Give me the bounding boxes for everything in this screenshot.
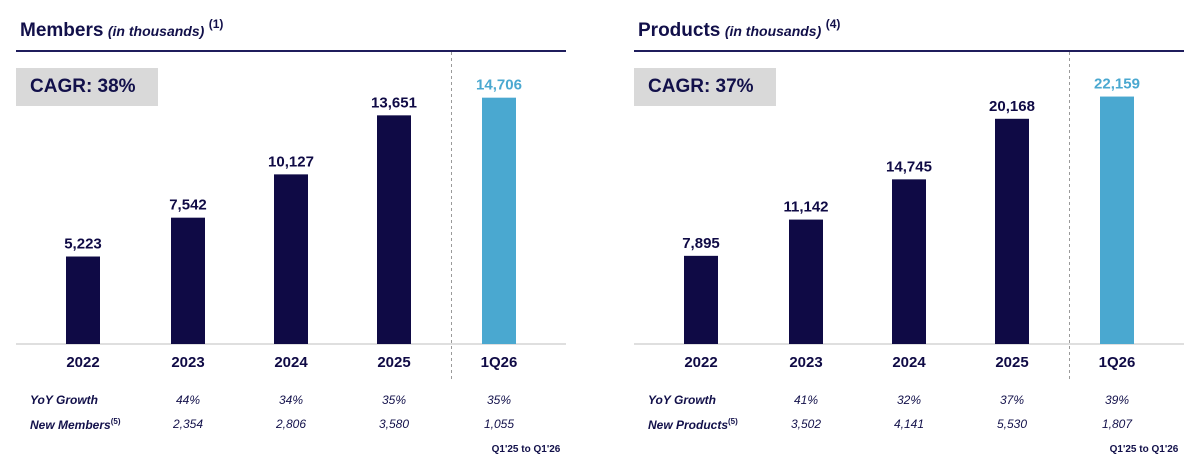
yoy-growth-value: 44% bbox=[175, 393, 201, 407]
data-label: 7,542 bbox=[169, 197, 207, 214]
x-tick-label: 2024 bbox=[274, 354, 308, 371]
x-tick-label: 1Q26 bbox=[481, 354, 518, 371]
data-label: 10,127 bbox=[268, 153, 314, 170]
yoy-growth-row: YoY Growth 44% 34% 35% 35% bbox=[16, 393, 566, 413]
bar bbox=[482, 97, 516, 344]
bar bbox=[171, 217, 205, 344]
data-label: 20,168 bbox=[989, 98, 1035, 115]
bar bbox=[684, 255, 718, 344]
yoy-growth-value: 35% bbox=[486, 393, 512, 407]
data-label: 11,142 bbox=[783, 199, 828, 216]
yoy-growth-value: 37% bbox=[999, 393, 1025, 407]
yoy-growth-value: 41% bbox=[793, 393, 819, 407]
new-products-value: 3,502 bbox=[790, 417, 822, 431]
bar bbox=[789, 219, 823, 344]
title-rule bbox=[634, 50, 1184, 52]
bar bbox=[274, 174, 308, 344]
new-members-value: 2,354 bbox=[172, 417, 204, 431]
members-title: Members (in thousands) (1) bbox=[20, 17, 224, 41]
new-products-label: New Products(5) bbox=[648, 417, 738, 432]
bar bbox=[995, 118, 1029, 344]
new-members-value: 1,055 bbox=[483, 417, 515, 431]
bar bbox=[892, 179, 926, 344]
cagr-badge: CAGR: 37% bbox=[634, 68, 776, 106]
cagr-badge: CAGR: 38% bbox=[16, 68, 158, 106]
data-label: 5,223 bbox=[64, 236, 102, 253]
yoy-growth-value: 34% bbox=[278, 393, 304, 407]
x-tick-label: 2023 bbox=[789, 354, 822, 371]
yoy-growth-label: YoY Growth bbox=[648, 393, 717, 407]
x-tick-label: 2022 bbox=[684, 354, 717, 371]
new-products-row: New Products(5) 3,502 4,141 5,530 1,807 bbox=[634, 417, 1184, 437]
x-tick-label: 2024 bbox=[892, 354, 926, 371]
x-tick-label: 2025 bbox=[377, 354, 410, 371]
members-panel: Members (in thousands) (1) 5,223 2022 7,54… bbox=[16, 0, 576, 476]
data-label: 22,159 bbox=[1094, 76, 1140, 93]
new-members-row: New Members(5) 2,354 2,806 3,580 1,055 bbox=[16, 417, 566, 437]
new-members-label: New Members(5) bbox=[30, 417, 121, 432]
x-tick-label: 2023 bbox=[171, 354, 204, 371]
products-title: Products (in thousands) (4) bbox=[638, 17, 841, 41]
members-bar-chart: 5,223 2022 7,542 2023 10,127 2024 13,651 2025 14… bbox=[16, 52, 566, 382]
bar bbox=[66, 256, 100, 344]
x-tick-label: 1Q26 bbox=[1099, 354, 1136, 371]
period-note: Q1'25 to Q1'26 bbox=[491, 444, 561, 455]
new-members-value: 2,806 bbox=[275, 417, 307, 431]
new-members-value: 3,580 bbox=[378, 417, 410, 431]
yoy-growth-value: 32% bbox=[896, 393, 922, 407]
new-products-value: 4,141 bbox=[893, 417, 925, 431]
x-tick-label: 2025 bbox=[995, 354, 1028, 371]
yoy-growth-label: YoY Growth bbox=[30, 393, 99, 407]
products-bar-chart: 7,895 2022 11,142 2023 14,745 2024 20,168 2025 2… bbox=[634, 52, 1184, 382]
new-products-value: 5,530 bbox=[996, 417, 1028, 431]
data-label: 14,706 bbox=[476, 77, 522, 94]
data-label: 13,651 bbox=[371, 94, 417, 111]
x-tick-label: 2022 bbox=[66, 354, 99, 371]
products-panel: Products (in thousands) (4) 7,895 2022 11,… bbox=[634, 0, 1194, 476]
period-note: Q1'25 to Q1'26 bbox=[1109, 444, 1179, 455]
yoy-growth-row: YoY Growth 41% 32% 37% 39% bbox=[634, 393, 1184, 413]
yoy-growth-value: 39% bbox=[1104, 393, 1130, 407]
title-rule bbox=[16, 50, 566, 52]
new-products-value: 1,807 bbox=[1101, 417, 1133, 431]
bar bbox=[1100, 96, 1134, 344]
data-label: 7,895 bbox=[682, 235, 720, 252]
data-label: 14,745 bbox=[886, 158, 932, 175]
bar bbox=[377, 115, 411, 344]
yoy-growth-value: 35% bbox=[381, 393, 407, 407]
